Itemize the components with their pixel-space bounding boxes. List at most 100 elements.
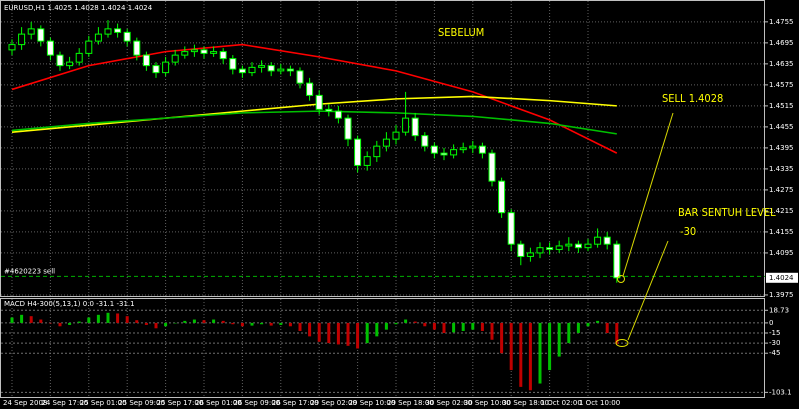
annotation-arrow: [627, 240, 669, 341]
indicator-bar: [567, 322, 571, 344]
x-tick-label: 26 Sep 01:00: [195, 399, 242, 407]
x-tick-label: 26 Sep 17:00: [272, 399, 319, 407]
candle-body: [555, 245, 563, 250]
candle-body: [594, 236, 602, 245]
indicator-bar: [96, 314, 100, 323]
y-tick-label: 1.4515: [769, 102, 794, 110]
indicator-bar: [356, 322, 360, 349]
x-tick-label: 30 Sep 18:00: [502, 399, 549, 407]
indicator-bar: [231, 322, 235, 325]
x-tick-label: 26 Sep 09:00: [233, 399, 280, 407]
candle-body: [114, 28, 122, 33]
indicator-bar: [423, 322, 427, 327]
candle-body: [171, 54, 179, 63]
x-tick-label: 25 Sep 17:00: [157, 399, 204, 407]
indicator-bar: [375, 322, 379, 337]
candle-body: [210, 51, 218, 54]
indicator-bar: [135, 320, 139, 323]
y-tick-label: 1.4455: [769, 123, 794, 131]
candle-body: [46, 40, 54, 56]
y-tick-label: 1.4635: [769, 60, 794, 68]
candle-body: [296, 70, 304, 84]
candle-body: [162, 61, 170, 74]
candle-body: [286, 68, 294, 72]
indicator-bar: [192, 319, 196, 323]
indicator-bar: [576, 322, 580, 334]
main-panel-border: [0, 0, 765, 297]
highlight-circle: [617, 275, 625, 283]
indicator-bar: [269, 322, 273, 326]
indicator-bar: [384, 322, 388, 330]
indicator-bar: [452, 322, 456, 333]
indicator-bar: [586, 322, 590, 327]
candle-body: [142, 54, 150, 67]
frame: [0, 0, 765, 398]
candle-body: [267, 65, 275, 72]
y-tick-label: 1.4215: [769, 207, 794, 215]
candle-body: [133, 40, 141, 56]
candle-body: [478, 145, 486, 154]
indicator-bar: [68, 322, 72, 325]
x-tick-label: 25 Sep 09:00: [118, 399, 165, 407]
y-tick-label: 18.73: [769, 306, 789, 314]
candle-body: [248, 66, 256, 74]
y-tick-label: 1.4095: [769, 249, 794, 257]
candle-body: [507, 212, 515, 245]
candle-body: [469, 145, 477, 149]
candle-body: [8, 44, 16, 51]
x-tick-label: 29 Sep 10:00: [349, 399, 396, 407]
indicator-bar: [183, 320, 187, 323]
x-tick-label: 24 Sep 17:00: [41, 399, 88, 407]
indicator-bar: [116, 313, 120, 323]
x-tick-label: 25 Sep 01:00: [80, 399, 127, 407]
candle-body: [18, 33, 26, 46]
candle-body: [200, 49, 208, 54]
indicator-bar: [519, 322, 523, 387]
candle-body: [104, 28, 112, 35]
indicator-bar: [432, 322, 436, 330]
candle-body: [536, 247, 544, 254]
y-tick-label: 1.3975: [769, 291, 794, 299]
candle-body: [66, 61, 74, 67]
candle-body: [373, 145, 381, 158]
indicator-bar: [154, 322, 158, 329]
candle-body: [459, 147, 467, 151]
candle-body: [27, 28, 35, 35]
indicator-bar: [240, 322, 244, 327]
y-tick-label: -30: [769, 339, 780, 347]
candle-body: [430, 145, 438, 154]
indicator-bar: [596, 320, 600, 323]
candle-body: [190, 49, 198, 53]
indicator-bar: [221, 320, 225, 323]
candle-body: [546, 247, 554, 250]
candle-body: [354, 138, 362, 166]
highlight-circle: [615, 339, 629, 347]
candle-body: [37, 28, 45, 42]
moving-average: [11, 43, 618, 154]
candle-body: [498, 180, 506, 214]
indicator-bar: [250, 322, 254, 326]
candle-body: [488, 152, 496, 182]
candle-body: [411, 117, 419, 137]
indicator-bar: [173, 322, 177, 324]
indicator-bar: [442, 322, 446, 334]
order-label: #4620223 sell: [4, 267, 55, 275]
y-tick-label: 1.4575: [769, 81, 794, 89]
candle-body: [152, 65, 160, 74]
x-tick-label: 29 Sep 18:00: [387, 399, 434, 407]
indicator-bar: [615, 322, 619, 344]
indicator-bar: [461, 322, 465, 331]
x-tick-label: 1 Oct 02:00: [541, 399, 582, 407]
indicator-bar: [212, 319, 216, 323]
indicator-bar: [413, 321, 417, 323]
candle-body: [344, 117, 352, 140]
candle-body: [94, 33, 102, 42]
candle-body: [565, 243, 573, 247]
indicator-bar: [202, 320, 206, 323]
annotations: SEBELUM SELL 1.4028 BAR SENTUH LEVEL -30: [438, 26, 776, 347]
indicator-bar: [144, 322, 148, 325]
annotation: BAR SENTUH LEVEL: [678, 206, 776, 219]
candle-body: [603, 236, 611, 245]
x-tick-label: 30 Sep 02:00: [425, 399, 472, 407]
